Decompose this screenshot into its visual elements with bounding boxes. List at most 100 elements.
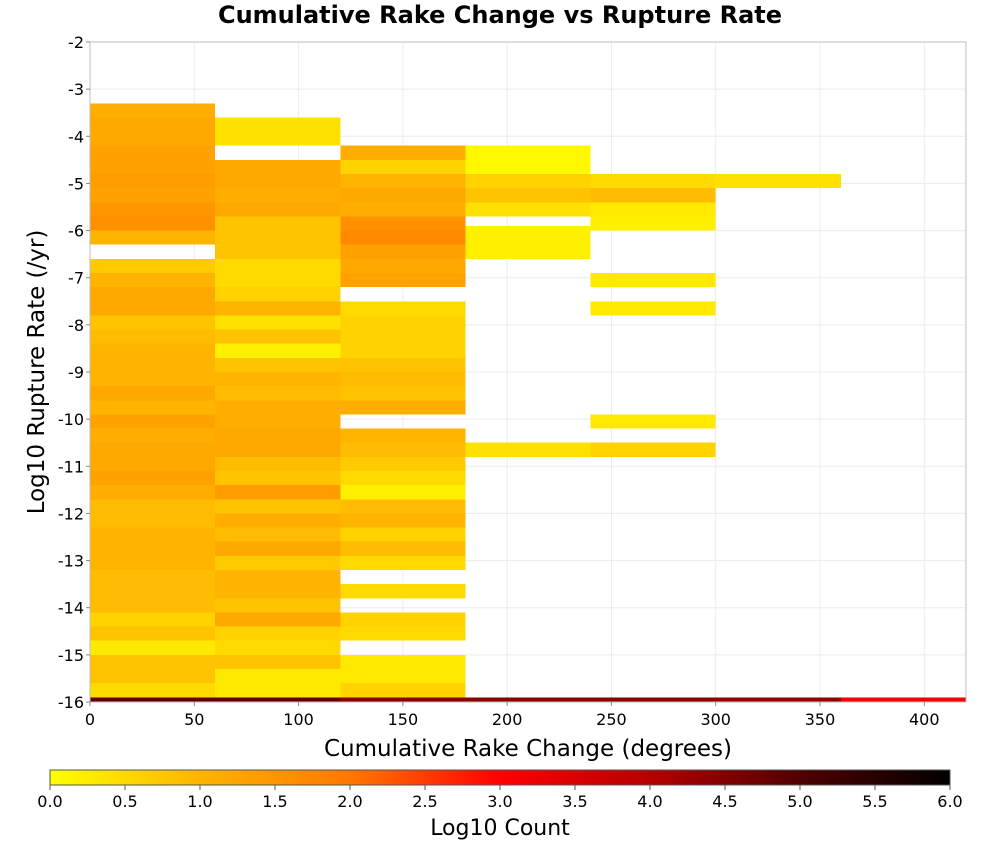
heatmap-cell: [215, 117, 341, 146]
heatmap-cell: [90, 202, 216, 217]
heatmap-cell: [215, 216, 341, 231]
heatmap-cell: [90, 669, 216, 684]
heatmap-cell: [90, 612, 216, 627]
heatmap-cell: [215, 570, 341, 585]
heatmap-cell: [90, 570, 216, 585]
heatmap-cell: [215, 555, 341, 570]
heatmap-cell: [215, 159, 341, 174]
y-axis-ticks: -2 -3 -4 -5 -6 -7 -8 -9 -10 -11 -12 -13 -14 -15 -16: [58, 33, 90, 712]
heatmap-cell: [340, 471, 466, 486]
heatmap-cell: [215, 400, 341, 415]
heatmap-cell: [215, 456, 341, 471]
heatmap-cell: [90, 343, 216, 358]
heatmap-cell: [715, 697, 841, 702]
heatmap-cell: [215, 202, 341, 217]
heatmap-cell: [215, 287, 341, 302]
heatmap-cell: [590, 216, 716, 231]
heatmap-cell: [90, 683, 216, 698]
heatmap-cell: [90, 174, 216, 189]
heatmap-cell: [215, 273, 341, 288]
heatmap-cell: [340, 145, 466, 160]
colorbar-tick-label: 2.5: [412, 792, 437, 811]
y-tick-label: -7: [68, 269, 84, 288]
heatmap-cell: [215, 654, 341, 669]
x-tick-label: 350: [805, 710, 836, 729]
heatmap-cell: [90, 598, 216, 613]
heatmap-cell: [90, 117, 216, 132]
heatmap-cell: [340, 669, 466, 684]
heatmap-cell: [840, 697, 966, 702]
colorbar-label: Log10 Count: [430, 816, 570, 841]
heatmap-cell: [215, 612, 341, 627]
heatmap-cell: [340, 683, 466, 698]
x-tick-label: 0: [85, 710, 95, 729]
heatmap-cell: [340, 216, 466, 231]
heatmap-cell: [90, 400, 216, 415]
heatmap-cell: [340, 273, 466, 288]
y-tick-label: -4: [68, 127, 84, 146]
colorbar-ticks: 0.0 0.5 1.0 1.5 2.0 2.5 3.0 3.5 4.0 4.5 5.0 5.5 6.0: [37, 785, 963, 811]
heatmap-cell: [340, 159, 466, 174]
heatmap-cell: [215, 584, 341, 599]
heatmap-cell: [215, 485, 341, 500]
heatmap-cell: [215, 188, 341, 203]
heatmap-cell: [215, 697, 341, 702]
heatmap-cell: [215, 301, 341, 316]
heatmap-cell: [90, 372, 216, 387]
heatmap-cell: [215, 230, 341, 245]
colorbar: [49, 769, 951, 786]
colorbar-tick-label: 0.0: [37, 792, 62, 811]
y-tick-label: -9: [68, 363, 84, 382]
x-tick-label: 300: [700, 710, 731, 729]
heatmap-cell: [340, 485, 466, 500]
heatmap-cell: [215, 386, 341, 401]
heatmap-cell: [465, 202, 591, 217]
y-axis-label: Log10 Rupture Rate (/yr): [24, 230, 50, 515]
heatmap-cell: [90, 230, 216, 245]
y-tick-label: -13: [58, 552, 84, 571]
heatmap-cell: [215, 244, 341, 259]
heatmap-cell: [215, 527, 341, 542]
heatmap-cell: [90, 442, 216, 457]
heatmap-cell: [215, 258, 341, 273]
heatmap-cell: [590, 414, 716, 429]
y-tick-label: -5: [68, 174, 84, 193]
heatmap-cell: [715, 174, 841, 189]
colorbar-tick-label: 0.5: [112, 792, 137, 811]
heatmap-cell: [90, 584, 216, 599]
heatmap-cell: [340, 329, 466, 344]
heatmap-cell: [90, 640, 216, 655]
y-tick-label: -12: [58, 504, 84, 523]
heatmap-cells: [90, 103, 966, 702]
heatmap-cell: [465, 697, 591, 702]
heatmap-cell: [215, 414, 341, 429]
heatmap-cell: [215, 428, 341, 443]
heatmap-cell: [215, 640, 341, 655]
heatmap-cell: [215, 598, 341, 613]
colorbar-tick-label: 5.0: [787, 792, 812, 811]
heatmap-cell: [340, 202, 466, 217]
x-tick-label: 400: [909, 710, 940, 729]
heatmap-cell: [340, 301, 466, 316]
heatmap-cell: [90, 697, 216, 702]
heatmap-cell: [90, 428, 216, 443]
heatmap-cell: [340, 697, 466, 702]
heatmap-cell: [340, 626, 466, 641]
x-tick-label: 100: [283, 710, 314, 729]
colorbar-tick-label: 1.0: [187, 792, 212, 811]
heatmap-cell: [465, 442, 591, 457]
heatmap-cell: [90, 329, 216, 344]
colorbar-tick-label: 3.5: [562, 792, 587, 811]
heatmap-cell: [90, 301, 216, 316]
heatmap-cell: [90, 216, 216, 231]
heatmap-cell: [90, 188, 216, 203]
heatmap-cell: [340, 357, 466, 372]
y-tick-label: -16: [58, 693, 84, 712]
heatmap-cell: [590, 174, 716, 189]
heatmap-cell: [90, 626, 216, 641]
y-tick-label: -10: [58, 410, 84, 429]
heatmap-cell: [215, 669, 341, 684]
heatmap-cell: [340, 527, 466, 542]
heatmap-cell: [90, 273, 216, 288]
